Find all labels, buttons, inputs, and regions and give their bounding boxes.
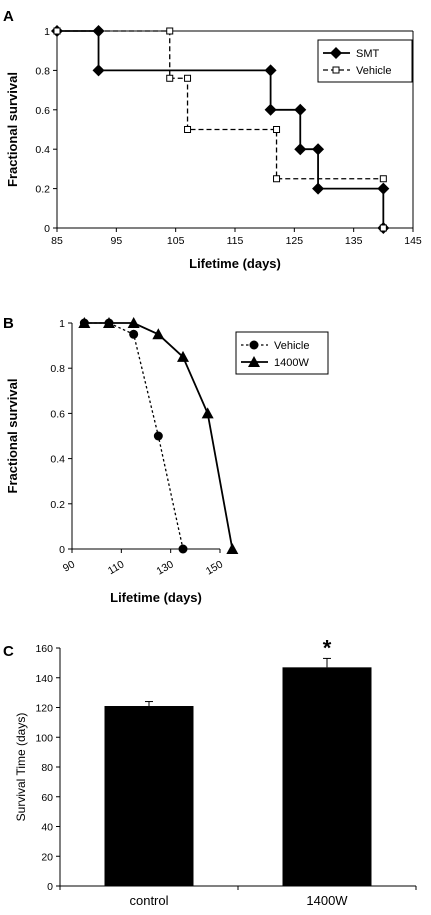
x-category-label-1400w: 1400W [306,893,348,908]
x-tick-label: 110 [106,558,127,577]
data-point-vehicle [273,175,281,183]
y-tick-label: 20 [41,851,53,863]
x-tick-label: 90 [61,558,77,574]
series-line-vehicle-a [57,30,384,228]
data-point-1400w [78,317,91,328]
series-line-vehicle-b [84,322,184,550]
data-point-1400w [103,317,115,328]
x-axis-title-b: Lifetime (days) [110,590,202,605]
data-point-vehicle [53,27,61,35]
legend-label-vehicle: Vehicle [356,65,391,77]
panel-label-a: A [3,8,14,25]
x-tick-label: 85 [51,235,63,247]
y-tick-label: 0.6 [35,105,50,117]
legend-label-1400w: 1400W [274,357,309,369]
data-point-vehicle [153,431,163,441]
data-point-1400w [152,328,165,340]
data-point-1400w [201,407,214,419]
legend-marker-vehicle [249,340,259,350]
x-tick-label: 150 [204,558,225,577]
legend-marker-1400w [248,356,260,367]
x-tick-label: 135 [345,235,363,247]
y-tick-label: 0 [47,881,53,893]
bar-control [104,706,194,886]
panel-label-b: B [3,315,14,332]
data-point-vehicle [184,126,192,133]
data-point-smt [264,103,277,116]
y-tick-label: 1 [59,318,65,330]
data-point-vehicle [273,126,281,133]
legend-box-a [317,39,413,83]
data-point-smt [92,64,105,77]
data-point-smt [294,103,307,116]
y-tick-label: 120 [35,703,53,715]
legend-marker-vehicle [332,66,340,74]
x-axis-title-a: Lifetime (days) [189,256,281,271]
panel-a-chart: A 0 0.2 0.4 0.6 0.8 1 85 95 105 115 125 135 145 Lifeti… [3,8,422,271]
y-tick-label: 100 [35,732,53,744]
data-point-1400w [127,317,140,328]
data-point-1400w [177,350,189,362]
y-tick-label: 0.4 [50,454,65,466]
y-axis-title-c: Survival Time (days) [14,713,28,822]
data-point-smt [312,143,325,156]
y-tick-label: 0.6 [50,408,65,420]
y-tick-label: 0.2 [50,499,65,511]
data-point-smt [294,143,307,156]
legend-marker-smt [330,47,342,59]
data-point-vehicle [379,224,387,232]
y-tick-label: 140 [35,673,53,685]
data-point-vehicle [379,175,387,183]
data-point-vehicle [129,329,139,339]
x-category-label-control: control [129,893,168,908]
y-tick-label: 0 [44,223,50,235]
y-tick-label: 0.4 [35,144,50,156]
data-point-vehicle [166,27,174,35]
significance-marker: * [323,635,332,660]
x-tick-label: 130 [155,558,176,577]
y-tick-label: 160 [35,643,53,655]
x-tick-label: 115 [227,235,244,247]
y-tick-label: 1 [44,26,50,38]
data-point-1400w [226,543,239,554]
y-tick-label: 80 [41,762,53,774]
bar-1400w [282,667,372,886]
y-axis-title-a: Fractional survival [5,72,20,187]
data-point-smt [264,64,277,77]
y-axis-title-b: Fractional survival [5,379,20,494]
data-point-vehicle [178,544,188,554]
x-tick-label: 95 [110,235,122,247]
x-tick-label: 105 [167,235,185,247]
panel-c-chart: C 0 20 40 60 80 100 120 140 160 control 1400W * Survi… [3,635,417,908]
y-tick-label: 60 [41,792,53,804]
y-tick-label: 40 [41,822,53,834]
x-tick-label: 145 [404,235,422,247]
y-tick-label: 0.8 [35,65,50,77]
x-tick-label: 125 [286,235,304,247]
panel-label-c: C [3,643,14,660]
data-point-vehicle [166,74,174,82]
legend-label-smt: SMT [356,48,380,60]
legend-label-vehicle: Vehicle [274,340,309,352]
data-point-smt [312,182,325,195]
y-tick-label: 0.2 [35,184,50,196]
y-tick-label: 0.8 [50,363,65,375]
y-tick-label: 0 [59,544,65,556]
data-point-vehicle [184,74,192,82]
